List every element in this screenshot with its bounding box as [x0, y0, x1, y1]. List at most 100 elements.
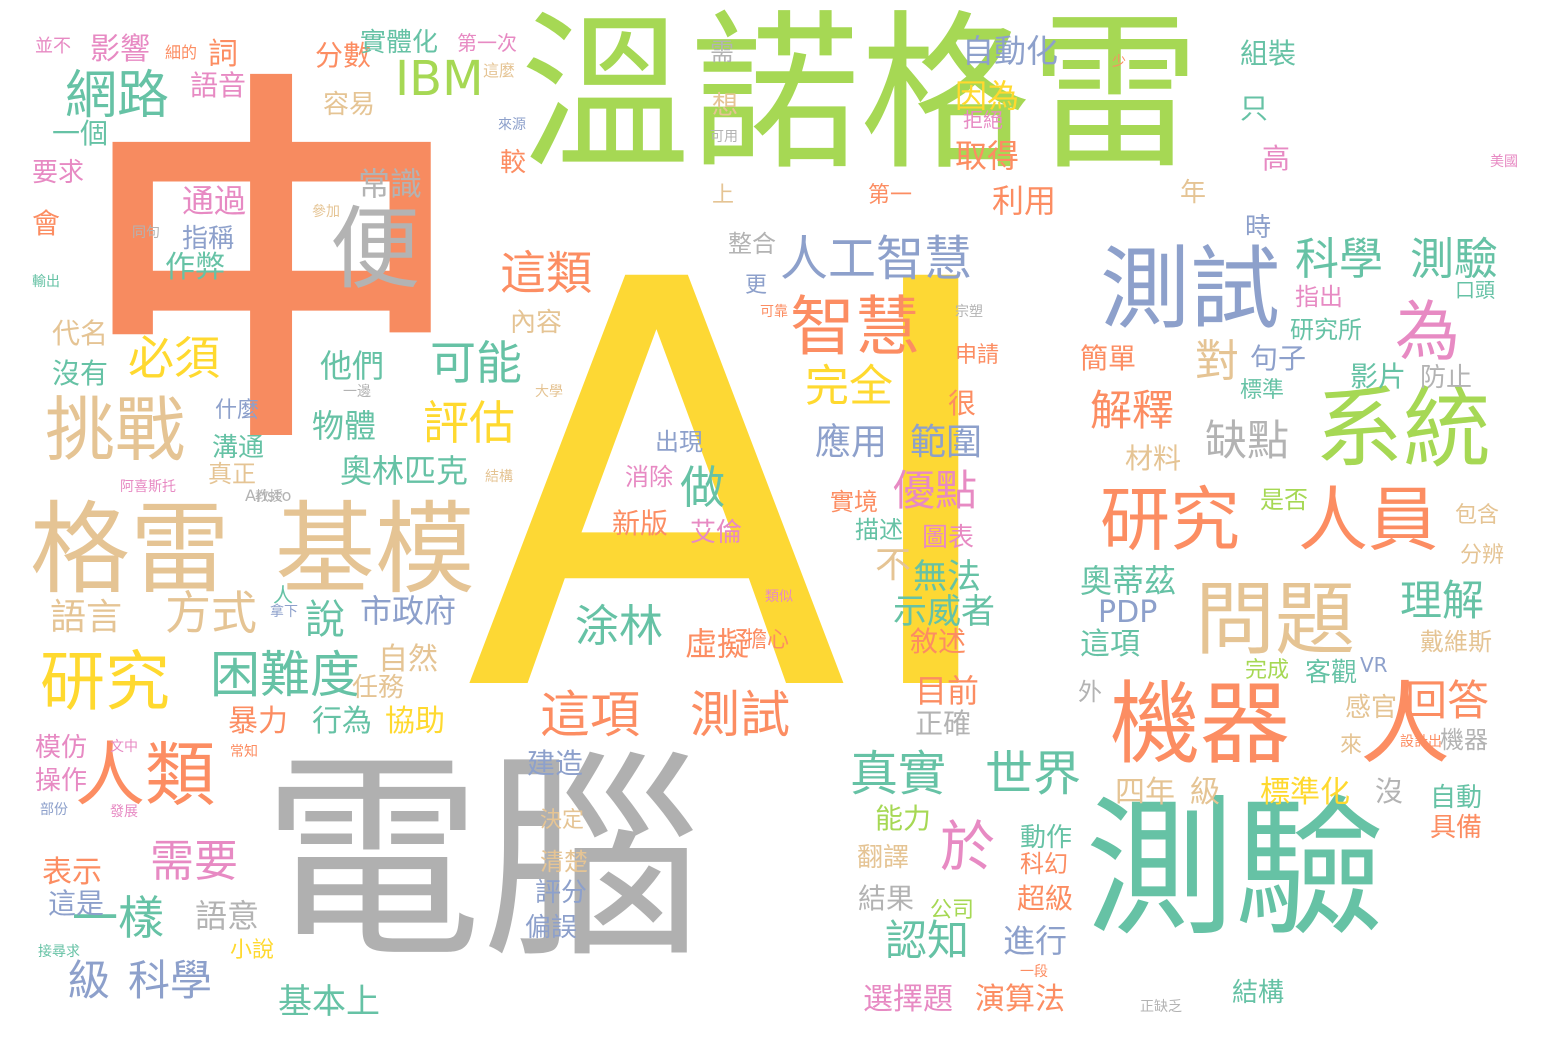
cloud-word: 因為	[955, 77, 1020, 115]
cloud-word: 會	[32, 207, 61, 240]
cloud-word: 更	[745, 273, 768, 298]
cloud-word: 無法	[913, 557, 981, 597]
cloud-word: 組裝	[1240, 37, 1297, 70]
cloud-word: 評估	[423, 396, 515, 450]
cloud-word: 自動化	[962, 32, 1059, 70]
cloud-word: 圖表	[922, 523, 975, 553]
cloud-word: 人員	[1298, 479, 1438, 561]
cloud-word: 級	[68, 956, 111, 1005]
cloud-word: 需	[710, 38, 734, 66]
cloud-word: 可靠	[760, 304, 788, 320]
cloud-word: 宗塑	[955, 304, 983, 320]
cloud-word: 語言	[50, 597, 123, 638]
cloud-word: 表示	[42, 855, 102, 890]
cloud-word: 常知	[230, 744, 258, 760]
cloud-word: 描述	[855, 516, 903, 544]
cloud-word: 取得	[955, 137, 1020, 175]
cloud-word: 真實	[850, 746, 947, 802]
cloud-word: 機器	[1110, 672, 1290, 777]
cloud-word: 人類	[75, 734, 215, 816]
cloud-word: 測驗	[1085, 783, 1386, 957]
cloud-word: 示威者	[893, 592, 995, 632]
cloud-word: 輸出	[32, 274, 60, 290]
cloud-word: PDP	[1098, 595, 1158, 630]
cloud-word: 新版	[612, 507, 669, 540]
cloud-word: 小說	[230, 938, 275, 963]
cloud-word: 實體化	[360, 28, 439, 58]
cloud-word: 超級	[1017, 882, 1074, 915]
cloud-word: 人	[273, 583, 293, 607]
cloud-word: 偏誤	[525, 913, 578, 943]
cloud-word: 指稱	[182, 224, 235, 254]
cloud-word: 第一	[868, 183, 913, 208]
cloud-word: 同句	[132, 225, 160, 241]
cloud-word: 正缺乏	[1140, 999, 1182, 1015]
cloud-word: 申請	[955, 343, 1000, 368]
cloud-word: 年	[1180, 178, 1207, 208]
cloud-word: 結果	[858, 882, 915, 915]
cloud-word: 分數	[315, 39, 372, 72]
cloud-word: 可能	[430, 336, 522, 390]
cloud-word: 智慧	[790, 290, 921, 365]
cloud-word: 想	[712, 91, 739, 121]
cloud-word: 類似	[765, 589, 793, 605]
cloud-word: 較	[500, 148, 527, 178]
cloud-word: 完成	[1245, 658, 1290, 683]
cloud-word: 細的	[165, 43, 198, 62]
cloud-word: 奧蒂茲	[1080, 562, 1177, 600]
cloud-word: 來源	[498, 117, 526, 133]
cloud-word: 暴力	[228, 704, 288, 739]
cloud-word: 影片	[1350, 360, 1407, 393]
cloud-word: 實境	[830, 488, 878, 516]
cloud-word: 接尋求	[38, 944, 80, 960]
cloud-word: 清楚	[540, 848, 588, 876]
cloud-word: 感官	[1345, 693, 1398, 723]
cloud-word: 任務	[352, 673, 405, 703]
cloud-word: 缺點	[1205, 416, 1290, 465]
cloud-word: 優點	[893, 466, 978, 515]
cloud-word: 選擇題	[863, 982, 953, 1017]
cloud-word: 市政府	[360, 592, 457, 630]
cloud-word: 擔心	[745, 628, 790, 653]
cloud-word: 這麼	[483, 61, 516, 80]
cloud-word: 指出	[1295, 283, 1343, 311]
cloud-word: 包含	[1455, 503, 1500, 528]
cloud-word: 涂林	[575, 601, 663, 652]
cloud-word: 操作	[35, 766, 88, 796]
cloud-word: 出現	[655, 428, 703, 456]
cloud-word: 自然	[378, 642, 438, 677]
cloud-word: 具備	[1430, 813, 1483, 843]
cloud-word: 動作	[1020, 823, 1073, 853]
cloud-word: 拿下	[270, 604, 298, 620]
cloud-word: 語音	[190, 69, 247, 102]
cloud-word: 教授	[255, 489, 283, 505]
cloud-word: 能力	[875, 802, 932, 835]
cloud-word: 戴維斯	[1420, 628, 1492, 656]
cloud-word: 說	[305, 597, 345, 643]
cloud-word: 一樣	[72, 891, 164, 945]
cloud-word: 於	[940, 815, 996, 879]
cloud-word: 為	[1395, 295, 1461, 370]
cloud-word: 參加	[312, 204, 340, 220]
cloud-word: 一邊	[343, 384, 371, 400]
cloud-word: 奧林匹克	[340, 452, 469, 490]
cloud-word: 自動	[1430, 783, 1483, 813]
cloud-word: 理解	[1400, 576, 1485, 625]
cloud-word: 發展	[110, 804, 138, 820]
cloud-word: 四年	[1115, 775, 1175, 810]
cloud-word: 這是	[48, 887, 105, 920]
cloud-word: 級	[1190, 775, 1220, 810]
cloud-word: 溝通	[212, 433, 265, 463]
cloud-word: 影響	[90, 32, 150, 67]
cloud-word: 要求	[32, 158, 85, 188]
cloud-word: 做	[680, 461, 726, 514]
cloud-word: 翻譯	[857, 843, 910, 873]
cloud-word: 建造	[527, 747, 584, 780]
cloud-word: 代名	[52, 317, 109, 350]
cloud-word: 應用	[815, 422, 888, 463]
cloud-word: AI	[465, 164, 1014, 816]
cloud-word: 他們	[320, 347, 385, 385]
cloud-word: 演算法	[975, 982, 1065, 1017]
cloud-word: 上	[712, 183, 735, 208]
